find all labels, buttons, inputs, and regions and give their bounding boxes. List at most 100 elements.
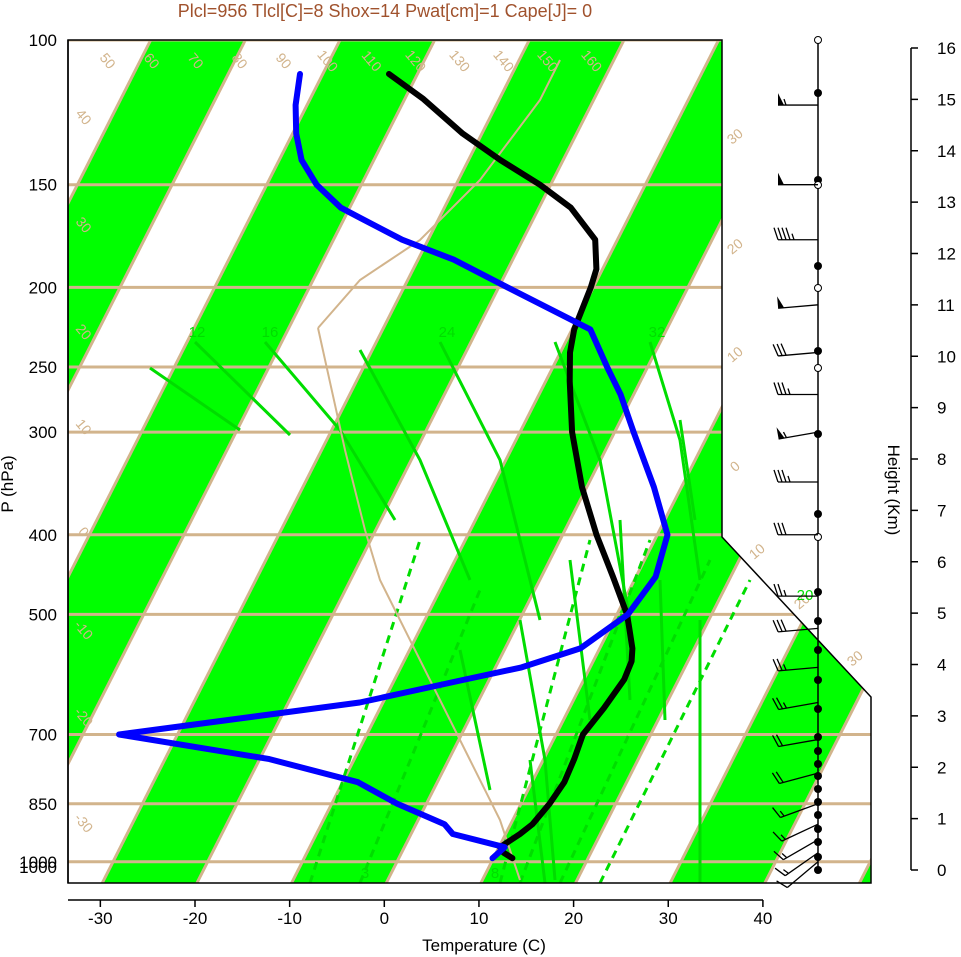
height-tick-label: 7 (937, 501, 946, 520)
right-edge-label: 20 (724, 235, 746, 257)
right-edge-label: 30 (724, 125, 746, 147)
mixing-ratio-line (658, 579, 667, 721)
wind-barb (780, 803, 819, 819)
wind-level-dot (814, 676, 822, 684)
wind-barb-half-feather (787, 388, 791, 395)
wind-barb-feather (776, 658, 783, 671)
isotherm-line (954, 40, 961, 883)
wind-level-dot (814, 811, 822, 819)
pressure-tick-label: 200 (29, 278, 57, 297)
mixing-ratio-line (193, 340, 292, 437)
height-tick-label: 16 (937, 39, 956, 58)
wind-barb-feather (777, 469, 783, 483)
wind-barb-half-feather (782, 702, 788, 709)
isotherm-band (68, 40, 435, 883)
height-tick-label: 8 (937, 450, 946, 469)
isotherm-line (668, 40, 871, 883)
isotherm-green-bands (68, 40, 871, 883)
x-tick-label: 30 (659, 909, 678, 928)
x-axis-title: Temperature (C) (422, 936, 546, 955)
wind-level-dot (814, 853, 822, 861)
wind-barb-half-feather (783, 98, 787, 106)
wind-barb-feather (772, 698, 780, 710)
wind-barb-feather (773, 382, 779, 395)
wind-barb (779, 772, 819, 785)
wind-barb-feather (775, 734, 784, 747)
mixing-ratio-line (149, 366, 241, 432)
wind-barb-feather (773, 469, 779, 483)
adiabat-line (317, 327, 521, 881)
wind-barb (778, 738, 819, 748)
wind-barb-flag (776, 427, 785, 440)
height-tick-label: 1 (937, 810, 946, 829)
wind-barb-feather (772, 659, 779, 672)
mixing-ratio-label: 12 (189, 324, 206, 341)
pressure-tick-label: 100 (29, 31, 57, 50)
isotherm-line (68, 40, 342, 883)
pressure-tick-label: 500 (29, 605, 57, 624)
wind-barb-feather (773, 522, 779, 535)
wind-barb-feather (777, 522, 783, 535)
wind-level-dot (814, 825, 822, 833)
height-tick-label: 11 (937, 296, 955, 315)
mixing-ratio-line (648, 341, 702, 581)
mixing-ratio-labels: 12 16 24 323 820 (189, 324, 814, 882)
wind-barb-feather (781, 469, 787, 483)
height-tick-label: 3 (937, 707, 946, 726)
wind-level-dot (814, 262, 822, 270)
wind-barb-flag (778, 172, 784, 185)
wind-barb-feather (773, 227, 779, 240)
height-tick-label: 13 (937, 193, 956, 212)
right-edge-label: 10 (746, 540, 768, 562)
height-tick-label: 10 (937, 347, 956, 366)
mixing-ratio-label: 16 (262, 324, 279, 341)
mixing-ratio-dashed-line (358, 589, 482, 883)
wind-level-dot (814, 646, 822, 654)
wind-level-open-dot (814, 284, 822, 292)
wind-level-dot (814, 430, 822, 438)
height-axis-title: Height (Km) (884, 445, 903, 536)
pressure-tick-label: 300 (29, 423, 57, 442)
x-tick-label: -10 (277, 909, 302, 928)
wind-barb-feather (772, 344, 779, 357)
mixing-ratio-line (458, 649, 492, 791)
wind-barb-feather (772, 620, 779, 633)
wind-barb-feather (777, 227, 783, 240)
wind-level-dot (814, 588, 822, 596)
chart-summary-line: Plcl=956 Tlcl[C]=8 Shox=14 Pwat[cm]=1 Ca… (178, 1, 592, 21)
sounding-series (116, 71, 671, 862)
wind-level-dot (814, 705, 822, 713)
wind-barb-feather (776, 619, 783, 632)
mixing-ratio-line (568, 559, 592, 721)
wind-level-dot (814, 510, 822, 518)
pressure-tick-label: 1000 (19, 858, 57, 877)
isotherm-line (290, 40, 720, 883)
wind-barb-half-feather (782, 431, 788, 438)
mixing-ratio-line (678, 419, 697, 521)
wind-barb-half-feather (780, 834, 786, 840)
adiabat-line (317, 59, 561, 329)
height-tick-label: 5 (937, 604, 946, 623)
isotherm-line (68, 40, 247, 883)
pressure-tick-label: 1000 (19, 853, 57, 872)
wind-barb (783, 839, 819, 861)
isotherm-band (102, 40, 624, 883)
wind-barb-half-feather (783, 869, 789, 874)
wind-barb-feather (781, 522, 787, 535)
adiabat-lines (317, 59, 561, 881)
wind-barb (778, 304, 819, 309)
height-tick-label: 2 (937, 758, 946, 777)
wind-barb-half-feather (779, 810, 785, 817)
height-tick-label: 12 (937, 245, 956, 264)
wind-barb-feather (772, 807, 781, 818)
wind-barb-feather (775, 771, 784, 783)
height-tick-label: 14 (937, 142, 956, 161)
wind-barb-feather (775, 697, 784, 710)
wind-barb-feather (773, 850, 784, 861)
wind-level-open-dot (814, 36, 822, 44)
temperature-profile-line (386, 71, 636, 862)
x-tick-label: 0 (380, 909, 389, 928)
